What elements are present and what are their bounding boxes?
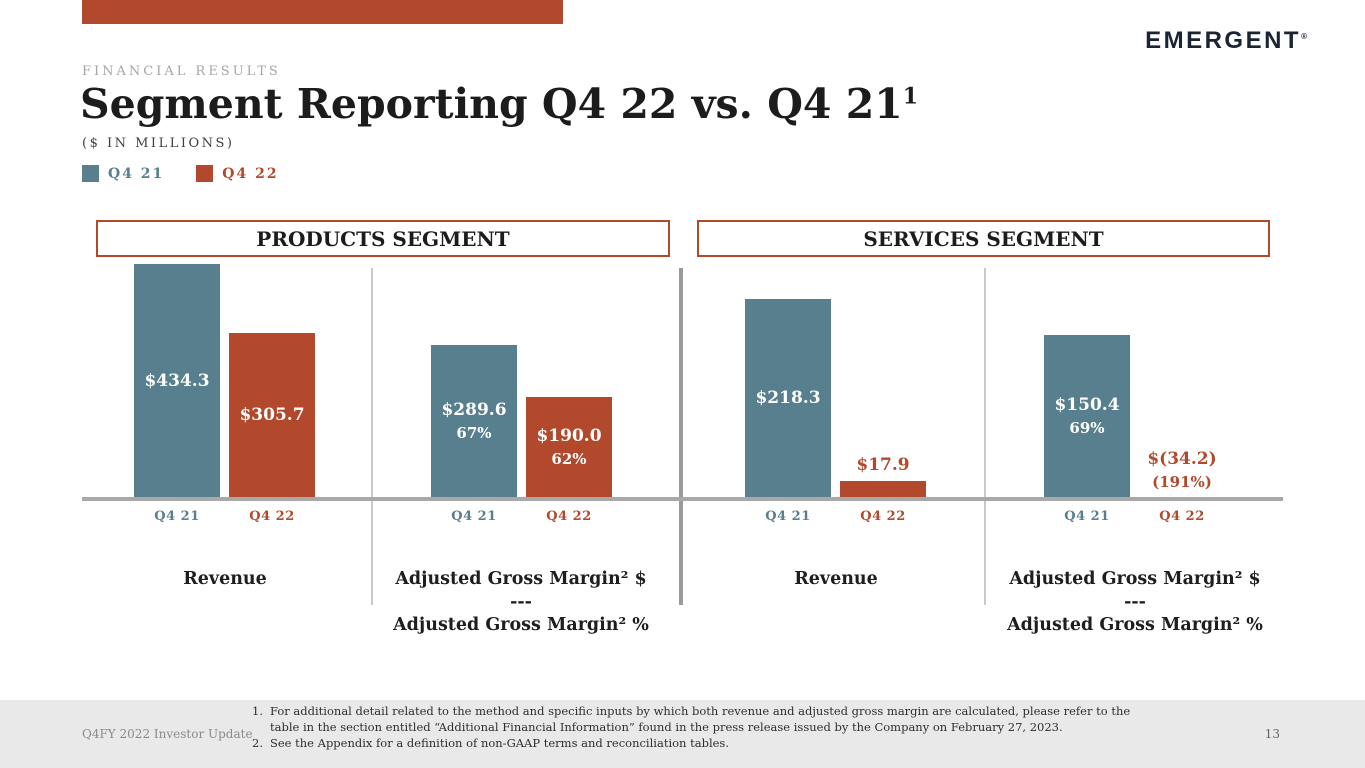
chart-legend: Q4 21 Q4 22 xyxy=(82,165,279,182)
bar xyxy=(1044,335,1130,497)
services-segment-header: SERVICES SEGMENT xyxy=(697,220,1270,257)
agm-separator: --- xyxy=(1124,591,1146,612)
bar-slot-q4-21: $218.3 xyxy=(745,299,831,497)
page-title: Segment Reporting Q4 22 vs. Q4 211 xyxy=(80,80,918,128)
x-tick-label: Q4 22 xyxy=(546,509,592,524)
bar xyxy=(229,333,315,497)
bar xyxy=(745,299,831,497)
bars-container: $218.3 $17.9 xyxy=(745,299,926,497)
footnote-2-number: 2. xyxy=(252,735,263,750)
agm-percent-line: Adjusted Gross Margin² % xyxy=(393,614,649,635)
section-eyebrow: FINANCIAL RESULTS xyxy=(82,64,281,79)
accent-bar xyxy=(82,0,563,24)
footnote-1-text: For additional detail related to the met… xyxy=(270,704,1131,734)
footnotes: 1. For additional detail related to the … xyxy=(252,704,1152,752)
footer-deck-title: Q4FY 2022 Investor Update xyxy=(82,727,253,741)
products-segment-header: PRODUCTS SEGMENT xyxy=(96,220,670,257)
bar-value-label: $218.3 xyxy=(755,388,821,408)
registered-mark: ® xyxy=(1301,32,1307,41)
footnote-2-text: See the Appendix for a definition of non… xyxy=(270,735,729,750)
bar-slot-q4-21: $150.4 69% xyxy=(1044,335,1130,497)
ticks-row: Q4 21 Q4 22 xyxy=(1044,509,1225,524)
units-subtitle: ($ IN MILLIONS) xyxy=(82,136,235,151)
x-tick-label: Q4 22 xyxy=(1159,509,1205,524)
bar xyxy=(840,481,926,497)
footer-band xyxy=(0,700,1365,768)
category-label-products-revenue: Revenue xyxy=(183,569,267,589)
bar-value-label: $289.6 67% xyxy=(441,400,507,442)
agm-dollar-line: Adjusted Gross Margin² $ xyxy=(395,569,647,589)
bar-value-label: $190.0 62% xyxy=(536,426,602,468)
legend-item-q4-22: Q4 22 xyxy=(196,165,278,182)
bar-slot-q4-22: $17.9 xyxy=(840,299,926,497)
x-tick-label: Q4 22 xyxy=(249,509,295,524)
bar xyxy=(134,264,220,497)
agm-percent-line: Adjusted Gross Margin² % xyxy=(1007,614,1263,635)
divider-segments xyxy=(679,268,683,605)
bar-slot-q4-22: $190.0 62% xyxy=(526,345,612,497)
bars-container: $289.6 67% $190.0 62% xyxy=(431,345,612,497)
chart-services-adjusted-gross-margin: $150.4 69% $(34.2) (191%) Q4 21 Q4 22 xyxy=(1044,335,1225,524)
bar xyxy=(526,397,612,497)
legend-swatch-q4-22 xyxy=(196,165,214,182)
ticks-row: Q4 21 Q4 22 xyxy=(134,509,315,524)
bar xyxy=(431,345,517,497)
chart-services-revenue: $218.3 $17.9 Q4 21 Q4 22 xyxy=(745,299,926,524)
agm-separator: --- xyxy=(510,591,532,612)
legend-swatch-q4-21 xyxy=(82,165,99,182)
legend-item-q4-21: Q4 21 xyxy=(82,165,164,182)
category-label-services-agm: Adjusted Gross Margin² $ --- Adjusted Gr… xyxy=(985,568,1285,636)
emergent-logo: EMERGENT® xyxy=(1145,27,1307,55)
bar-slot-q4-21: $289.6 67% xyxy=(431,345,517,497)
x-tick-label: Q4 21 xyxy=(1064,509,1110,524)
bar-slot-q4-21: $434.3 xyxy=(134,264,220,497)
x-tick-label: Q4 21 xyxy=(765,509,811,524)
bar-value-label: $305.7 xyxy=(239,405,305,425)
bars-container: $434.3 $305.7 xyxy=(134,264,315,497)
bar-value-label: $150.4 69% xyxy=(1054,395,1120,437)
footnote-2: 2. See the Appendix for a definition of … xyxy=(252,736,1152,752)
divider-products xyxy=(371,268,373,605)
page-number: 13 xyxy=(1264,727,1280,741)
bar-slot-q4-22: $305.7 xyxy=(229,264,315,497)
divider-services xyxy=(984,268,986,605)
bar-slot-q4-22: $(34.2) (191%) xyxy=(1139,335,1225,497)
legend-label-q4-22: Q4 22 xyxy=(222,165,279,182)
chart-products-adjusted-gross-margin: $289.6 67% $190.0 62% Q4 21 Q4 22 xyxy=(431,345,612,524)
x-tick-label: Q4 21 xyxy=(451,509,497,524)
category-label-services-revenue: Revenue xyxy=(794,569,878,589)
footnote-1: 1. For additional detail related to the … xyxy=(252,704,1152,736)
logo-text: EMERGENT xyxy=(1145,27,1302,54)
footnote-ref-1: 1 xyxy=(902,83,919,110)
page-title-text: Segment Reporting Q4 22 vs. Q4 21 xyxy=(80,80,903,128)
category-label-products-agm: Adjusted Gross Margin² $ --- Adjusted Gr… xyxy=(371,568,671,636)
ticks-row: Q4 21 Q4 22 xyxy=(745,509,926,524)
ticks-row: Q4 21 Q4 22 xyxy=(431,509,612,524)
bar-value-label: $(34.2) (191%) xyxy=(1147,449,1217,491)
agm-dollar-line: Adjusted Gross Margin² $ xyxy=(1009,569,1261,589)
legend-label-q4-21: Q4 21 xyxy=(108,165,165,182)
x-tick-label: Q4 22 xyxy=(860,509,906,524)
bar-value-label: $434.3 xyxy=(144,370,210,391)
x-tick-label: Q4 21 xyxy=(154,509,200,524)
bar-value-label: $17.9 xyxy=(856,455,910,475)
chart-products-revenue: $434.3 $305.7 Q4 21 Q4 22 xyxy=(134,264,315,524)
x-axis-baseline xyxy=(82,497,1283,501)
footnote-1-number: 1. xyxy=(252,704,263,718)
bars-container: $150.4 69% $(34.2) (191%) xyxy=(1044,335,1225,497)
